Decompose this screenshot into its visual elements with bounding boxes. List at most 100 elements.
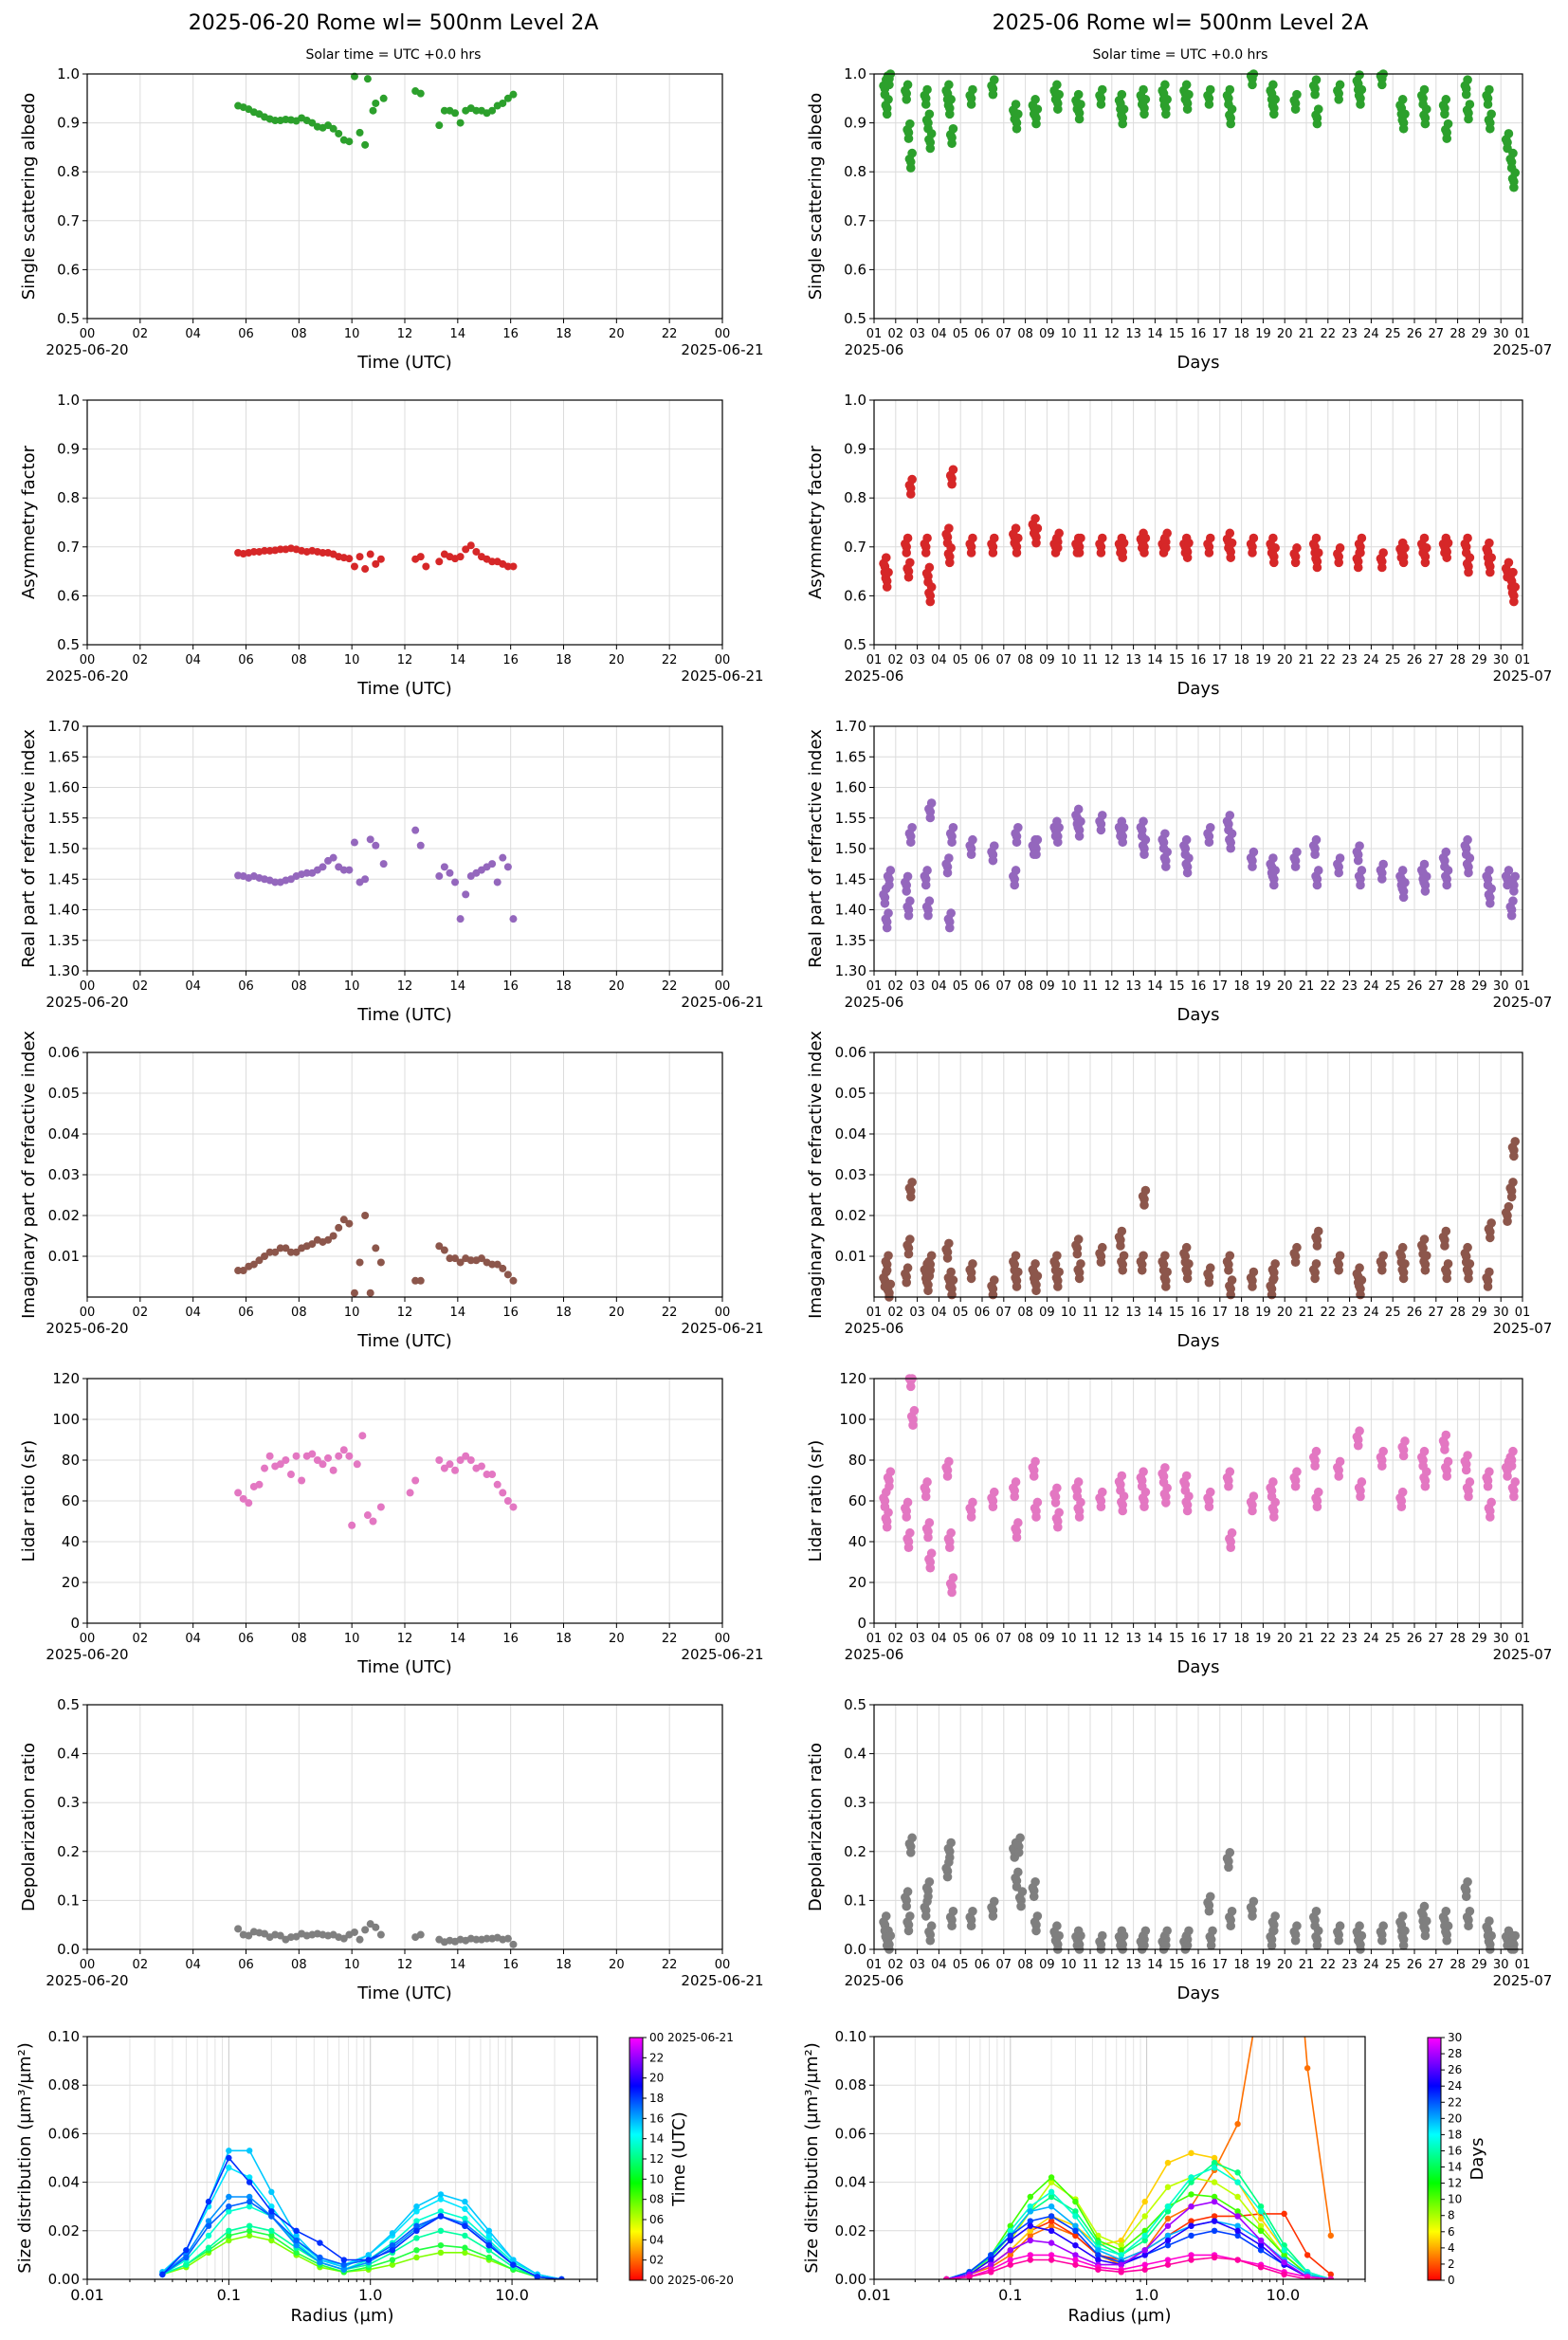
data-point [466,1456,475,1464]
size-data-point [1234,2213,1241,2220]
data-point [1053,104,1063,114]
y-tick-label: 0.3 [844,1794,866,1811]
x-tick-label: 27 [1429,327,1445,341]
size-data-point [1027,2208,1034,2215]
x-tick-label: 12 [1104,653,1121,667]
size-data-point [1257,2203,1265,2210]
y-tick-label: 1.35 [835,932,866,949]
size-data-point [1257,2241,1265,2249]
y-tick-label: 20 [848,1574,866,1591]
data-point [1290,1481,1301,1491]
data-point [1267,1289,1277,1300]
data-point [1334,868,1343,878]
x-tick-label: 00 [715,1306,731,1320]
data-point [1140,1926,1151,1936]
data-point [1421,543,1431,553]
size-lines [943,2037,1334,2279]
data-point [339,866,348,874]
size-data-point [226,2237,232,2244]
x-tick-label: 06 [975,1958,991,1972]
y-tick-label: 80 [62,1452,80,1469]
x-tick-label: 24 [1363,1958,1379,1972]
data-point [1117,1226,1127,1236]
data-point [966,1921,976,1931]
x-tick-label: 17 [1212,1958,1229,1972]
data-point [925,813,936,823]
data-point [1421,104,1431,114]
size-daily-frame [86,2036,598,2280]
y-tick-label: 0.7 [844,539,866,556]
data-point [1053,1282,1063,1291]
x-tick-label: 01 [866,979,883,994]
data-point [1486,1233,1495,1243]
size-data-point [226,2154,232,2162]
data-point [1096,1257,1106,1267]
size-data-point [437,2213,445,2220]
data-point [1335,1921,1345,1931]
data-point [926,1921,937,1931]
x-tick-label: 16 [502,1632,519,1646]
data-point [882,1265,892,1275]
size-data-point [1141,2227,1148,2234]
size-data-point [226,2203,232,2210]
data-point [466,541,475,550]
monthly-colorbar-label: Days [1468,2138,1487,2181]
data-point [345,1219,354,1228]
size-data-point [1164,2222,1172,2229]
x-tick-label: 0.01 [70,2286,104,2304]
x-tick-label: 20 [609,1958,625,1972]
x-tick-label: 02 [133,1632,149,1646]
data-point [1357,1930,1367,1941]
size-data-point [1211,2254,1218,2261]
data-point [905,837,916,848]
data-point [276,1931,284,1940]
data-point [1073,89,1084,100]
y-tick-label: 0.7 [57,539,80,556]
data-point [1139,816,1148,827]
data-point [1227,1906,1237,1916]
data-point [902,1512,911,1522]
data-point [1205,84,1215,95]
data-point [1118,553,1127,562]
data-point [1356,100,1365,109]
data-point [946,1267,956,1277]
size-data-point [1281,2252,1287,2258]
x-tick-label: 20 [609,327,625,341]
y-tick-label: 0 [857,1615,866,1632]
y-tick-label: 0.10 [48,2028,80,2045]
x-tick-label: 16 [502,653,519,667]
y-tick-label: 0.3 [57,1794,80,1811]
x-tick-label: 04 [185,327,201,341]
data-point [282,1456,290,1464]
data-point [1249,533,1259,543]
size-data-point [988,2261,994,2268]
size-data-point [1234,2179,1241,2185]
size-data-point [1072,2227,1079,2234]
size-data-point [205,2198,212,2205]
data-point [1400,543,1410,553]
x-start-date: 2025-06-20 [46,341,128,358]
data-point [1508,1178,1518,1187]
data-point [1509,1491,1519,1502]
x-tick-label: 02 [888,1632,904,1646]
data-point [923,1892,933,1902]
data-point [1076,1930,1085,1941]
data-point [966,850,976,859]
size-data-point [437,2196,445,2203]
x-tick-label: 04 [931,1306,947,1320]
size-data-point [1072,2241,1079,2249]
data-point [286,1471,295,1479]
size-data-point [485,2254,493,2261]
y-tick-label: 0.00 [835,2271,866,2288]
data-point [366,550,374,558]
data-point [924,1518,935,1527]
y-tick-label: 1.70 [48,718,80,735]
data-point [926,129,937,138]
size-series-line [161,2196,562,2279]
y-tick-label: 0.02 [835,2222,866,2239]
x-tick-label: 16 [502,1958,519,1972]
size-series-line [946,2201,1331,2279]
x-tick-label: 06 [975,327,991,341]
x-end-date: 2025-06-21 [681,1320,763,1337]
data-point [261,1252,269,1260]
